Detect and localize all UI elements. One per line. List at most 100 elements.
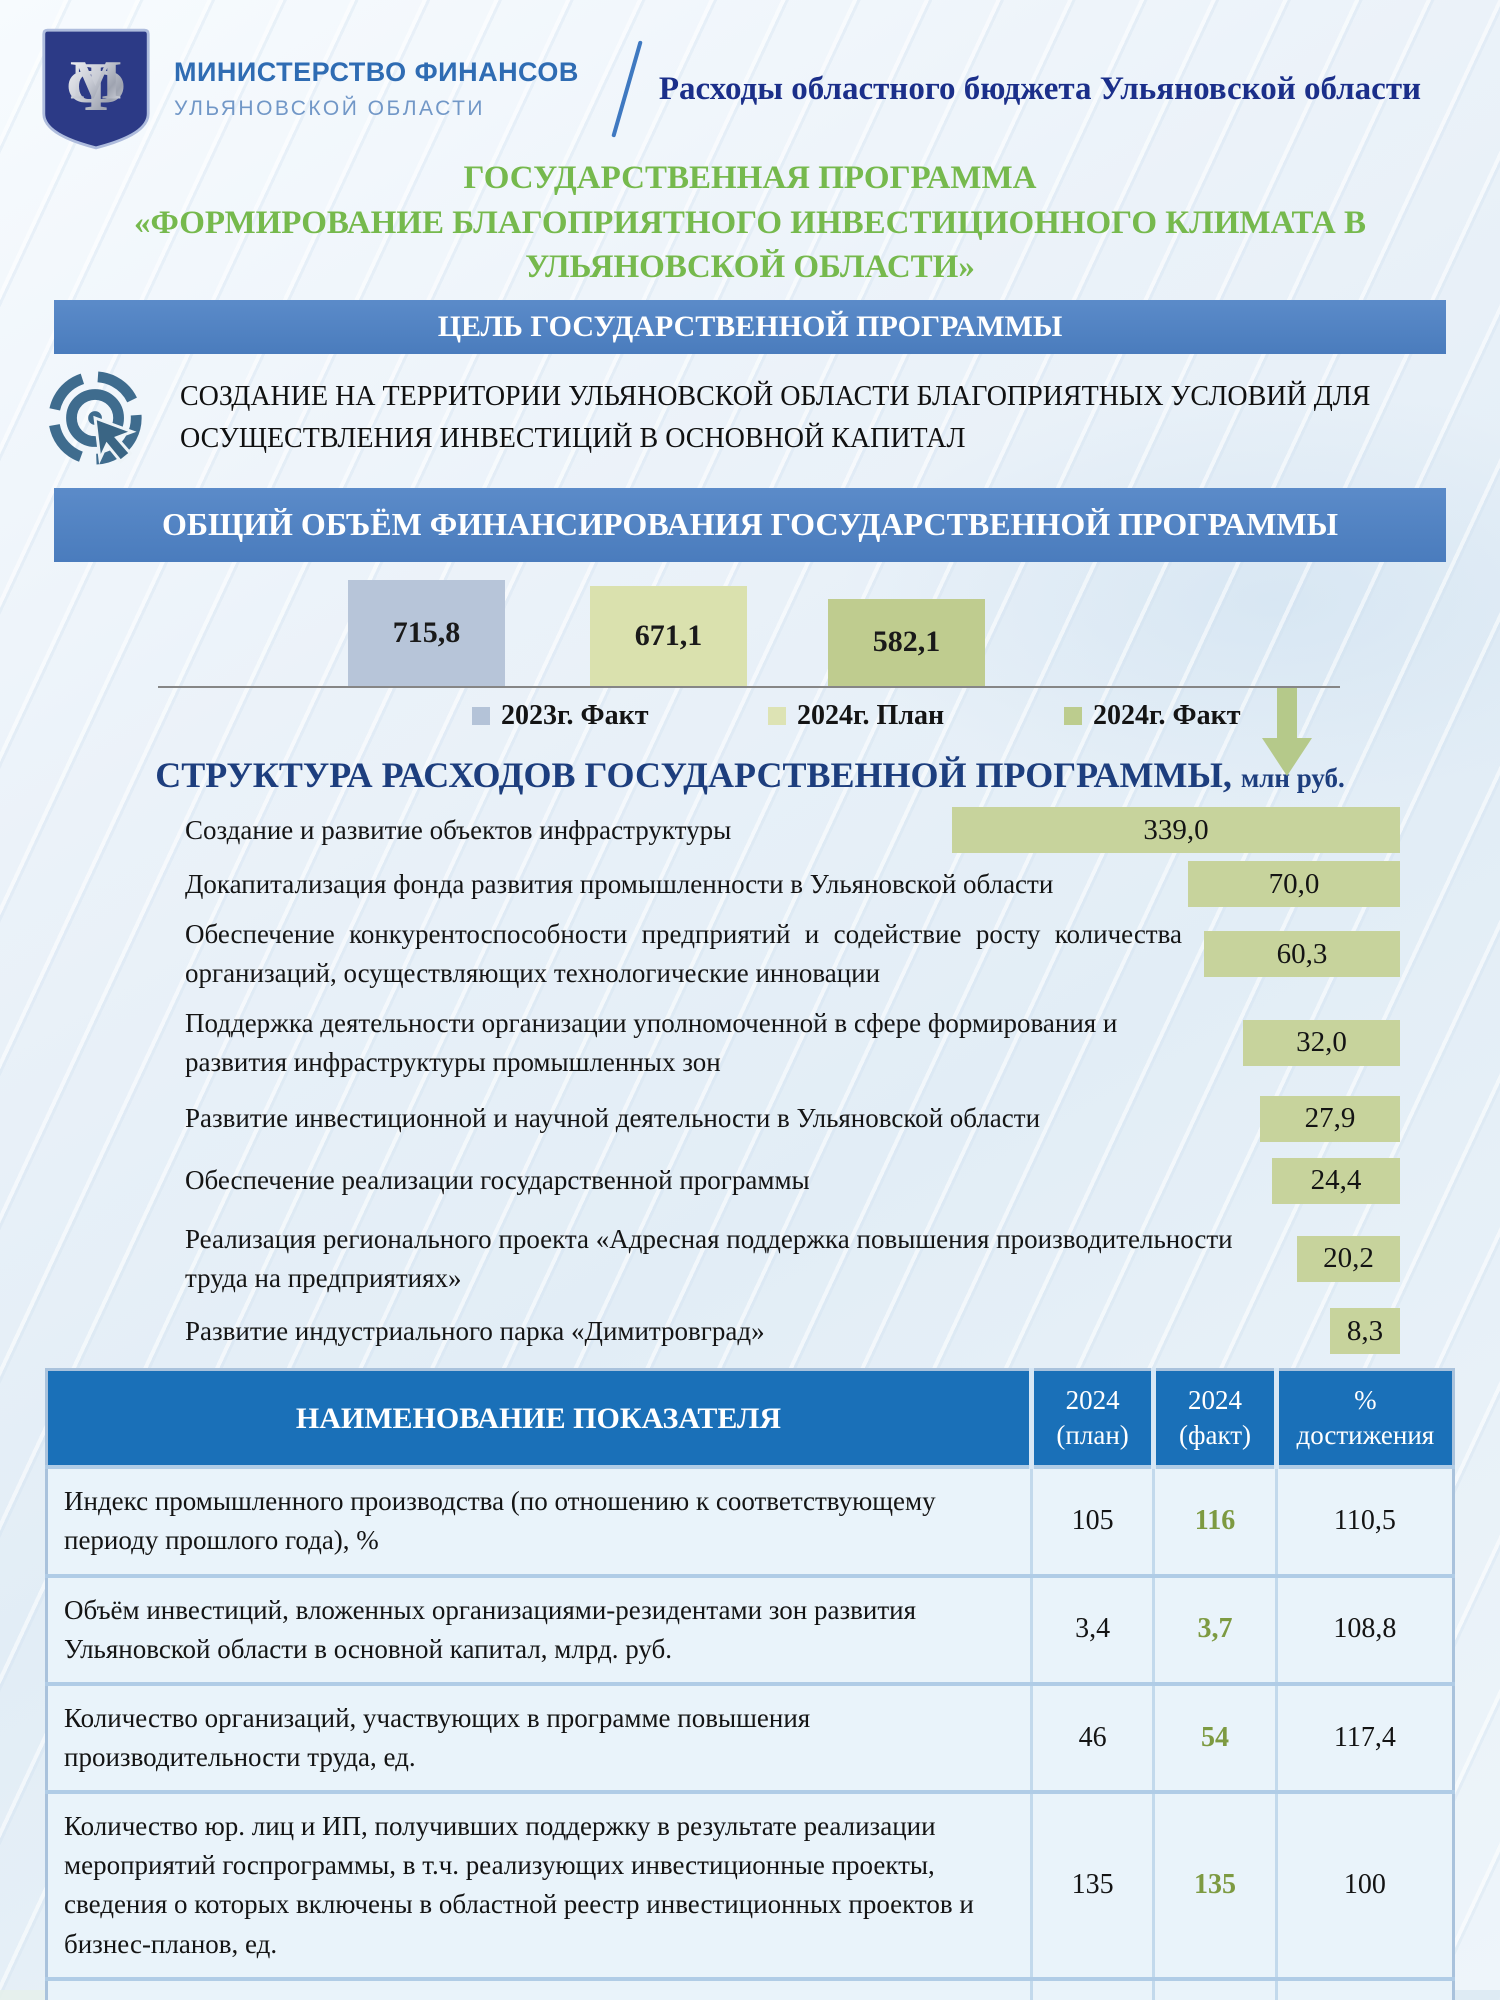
funding-chart: 715,8 671,1 582,1 2023г. Факт 2024г. Пла… xyxy=(150,562,1350,776)
monogram: Ф xyxy=(66,48,126,126)
table-row: Объём инвестиций, вложенных организациям… xyxy=(46,1573,1454,1684)
structure-value: 339,0 xyxy=(1143,813,1209,846)
legend-swatch-2024-fact xyxy=(1064,706,1082,725)
indicator-name: Объём инвестиций, вложенных организациям… xyxy=(46,1573,1032,1684)
structure-bar: 70,0 xyxy=(1188,861,1400,908)
structure-section: СТРУКТУРА РАСХОДОВ ГОСУДАРСТВЕННОЙ ПРОГР… xyxy=(55,754,1445,1355)
svg-text:М: М xyxy=(70,49,122,110)
table-row: Количество юр. лиц и ИП, получивших подд… xyxy=(46,1790,1454,1979)
structure-title-text: СТРУКТУРА РАСХОДОВ ГОСУДАРСТВЕННОЙ ПРОГР… xyxy=(155,754,1232,795)
program-title-line2: «ФОРМИРОВАНИЕ БЛАГОПРИЯТНОГО ИНВЕСТИЦИОН… xyxy=(134,204,1366,286)
structure-value: 8,3 xyxy=(1346,1314,1384,1347)
structure-bar: 27,9 xyxy=(1260,1095,1400,1142)
plan-value: 105 xyxy=(1029,1465,1154,1576)
bar-2023-fact-value: 715,8 xyxy=(392,615,461,649)
structure-row: Реализация регионального проекта «Адресн… xyxy=(55,1220,1445,1298)
structure-label: Развитие индустриального парка «Димитров… xyxy=(185,1315,765,1346)
fact-value: 54 xyxy=(1152,1681,1277,1793)
pct-value: 117,4 xyxy=(1274,1681,1454,1793)
page-title: Расходы областного бюджета Ульяновской о… xyxy=(658,70,1422,107)
legend-item-2023-fact: 2023г. Факт xyxy=(472,700,649,732)
chart-axis-line xyxy=(158,685,1340,688)
structure-label: Создание и развитие объектов инфраструкт… xyxy=(185,814,732,845)
bar-2024-plan: 671,1 xyxy=(590,585,747,686)
structure-label: Обеспечение конкурентоспособности предпр… xyxy=(185,919,1182,989)
structure-bar: 32,0 xyxy=(1243,1019,1400,1066)
structure-row: Обеспечение реализации государственной п… xyxy=(55,1157,1445,1204)
indicator-name: Индекс производства по виду экономическо… xyxy=(46,1976,1032,2000)
structure-bar: 8,3 xyxy=(1330,1308,1400,1355)
ministry-name: МИНИСТЕРСТВО ФИНАНСОВ УЛЬЯНОВСКОЙ ОБЛАСТ… xyxy=(174,57,579,121)
structure-value: 27,9 xyxy=(1304,1102,1356,1135)
ministry-logo-shield-icon: Ф М xyxy=(42,28,150,150)
legend-item-2024-plan: 2024г. План xyxy=(768,700,944,732)
legend-swatch-2023-fact xyxy=(472,706,490,725)
legend-label-2024-fact: 2024г. Факт xyxy=(1093,699,1241,731)
structure-row: Развитие инвестиционной и научной деятел… xyxy=(55,1095,1445,1142)
plan-value: 135 xyxy=(1029,1790,1154,1979)
header: Ф М МИНИСТЕРСТВО ФИНАНСОВ УЛЬЯНОВСКОЙ ОБ… xyxy=(40,28,1460,150)
structure-row: Поддержка деятельности организации уполн… xyxy=(55,1004,1445,1082)
legend-label-2024-plan: 2024г. План xyxy=(797,699,945,731)
program-title-line1: ГОСУДАРСТВЕННАЯ ПРОГРАММА xyxy=(463,160,1037,196)
structure-value: 24,4 xyxy=(1310,1164,1362,1197)
slash-divider xyxy=(611,40,643,138)
legend-label-2023-fact: 2023г. Факт xyxy=(501,699,649,731)
structure-row: Создание и развитие объектов инфраструкт… xyxy=(55,807,1445,854)
structure-label: Развитие инвестиционной и научной деятел… xyxy=(185,1103,1041,1134)
structure-label: Реализация регионального проекта «Адресн… xyxy=(185,1223,1233,1293)
down-arrow-icon xyxy=(1262,687,1312,776)
bar-2023-fact: 715,8 xyxy=(348,579,505,686)
table-row: Индекс промышленного производства (по от… xyxy=(46,1465,1454,1576)
structure-label: Обеспечение реализации государственной п… xyxy=(185,1165,810,1196)
fact-value: 116 xyxy=(1152,1465,1277,1576)
header-2024-fact: 2024 (факт) xyxy=(1151,1369,1277,1468)
pct-value: 111,6 xyxy=(1274,1976,1454,2000)
structure-bar: 60,3 xyxy=(1204,931,1400,978)
ministry-line2: УЛЬЯНОВСКОЙ ОБЛАСТИ xyxy=(174,97,485,120)
table-header-row: НАИМЕНОВАНИЕ ПОКАЗАТЕЛЯ 2024 (план) 2024… xyxy=(46,1369,1454,1468)
structure-row: Докапитализация фонда развития промышлен… xyxy=(55,861,1445,908)
bar-2024-fact: 582,1 xyxy=(828,598,985,686)
bar-2024-fact-value: 582,1 xyxy=(872,625,941,659)
structure-bar: 24,4 xyxy=(1272,1157,1400,1204)
target-click-icon xyxy=(48,371,142,465)
structure-value: 32,0 xyxy=(1296,1026,1347,1059)
structure-row: Развитие индустриального парка «Димитров… xyxy=(55,1308,1445,1355)
goal-banner: ЦЕЛЬ ГОСУДАРСТВЕННОЙ ПРОГРАММЫ xyxy=(54,299,1446,354)
indicator-name: Количество организаций, участвующих в пр… xyxy=(46,1681,1032,1793)
program-title: ГОСУДАРСТВЕННАЯ ПРОГРАММА «ФОРМИРОВАНИЕ … xyxy=(0,156,1500,290)
legend-swatch-2024-plan xyxy=(768,706,786,725)
ministry-line1: МИНИСТЕРСТВО ФИНАНСОВ xyxy=(174,57,579,87)
funding-banner: ОБЩИЙ ОБЪЁМ ФИНАНСИРОВАНИЯ ГОСУДАРСТВЕНН… xyxy=(54,487,1446,562)
pct-value: 100 xyxy=(1274,1790,1454,1979)
table-row: Количество организаций, участвующих в пр… xyxy=(46,1681,1454,1793)
fact-value: 135 xyxy=(1152,1790,1277,1979)
fact-value: 114,5 xyxy=(1152,1976,1277,2000)
plan-value: 102,6 xyxy=(1029,1976,1154,2000)
indicators-table: НАИМЕНОВАНИЕ ПОКАЗАТЕЛЯ 2024 (план) 2024… xyxy=(45,1368,1455,2000)
legend-item-2024-fact: 2024г. Факт xyxy=(1064,700,1241,732)
chart-legend: 2023г. Факт 2024г. План 2024г. Факт xyxy=(150,700,1350,740)
structure-title: СТРУКТУРА РАСХОДОВ ГОСУДАРСТВЕННОЙ ПРОГР… xyxy=(55,754,1445,796)
goal-row: СОЗДАНИЕ НА ТЕРРИТОРИИ УЛЬЯНОВСКОЙ ОБЛАС… xyxy=(46,362,1430,474)
goal-text: СОЗДАНИЕ НА ТЕРРИТОРИИ УЛЬЯНОВСКОЙ ОБЛАС… xyxy=(180,380,1371,454)
plan-value: 3,4 xyxy=(1029,1573,1154,1684)
pct-value: 108,8 xyxy=(1274,1573,1454,1684)
table-row: Индекс производства по виду экономическо… xyxy=(46,1976,1454,2000)
header-2024-plan: 2024 (план) xyxy=(1028,1369,1154,1468)
structure-label: Поддержка деятельности организации уполн… xyxy=(185,1007,1118,1077)
structure-value: 20,2 xyxy=(1323,1242,1374,1275)
bar-2024-plan-value: 671,1 xyxy=(634,618,703,652)
structure-title-unit: млн руб. xyxy=(1240,762,1345,793)
structure-value: 60,3 xyxy=(1276,937,1328,970)
plan-value: 46 xyxy=(1029,1681,1154,1793)
indicator-name: Количество юр. лиц и ИП, получивших подд… xyxy=(46,1790,1032,1979)
pct-value: 110,5 xyxy=(1274,1465,1454,1576)
header-indicator-name: НАИМЕНОВАНИЕ ПОКАЗАТЕЛЯ xyxy=(46,1369,1032,1468)
structure-bar: 20,2 xyxy=(1297,1235,1400,1282)
indicator-name: Индекс промышленного производства (по от… xyxy=(46,1465,1032,1576)
structure-row: Обеспечение конкурентоспособности предпр… xyxy=(55,915,1445,993)
header-pct-achievement: % достижения xyxy=(1273,1369,1454,1468)
